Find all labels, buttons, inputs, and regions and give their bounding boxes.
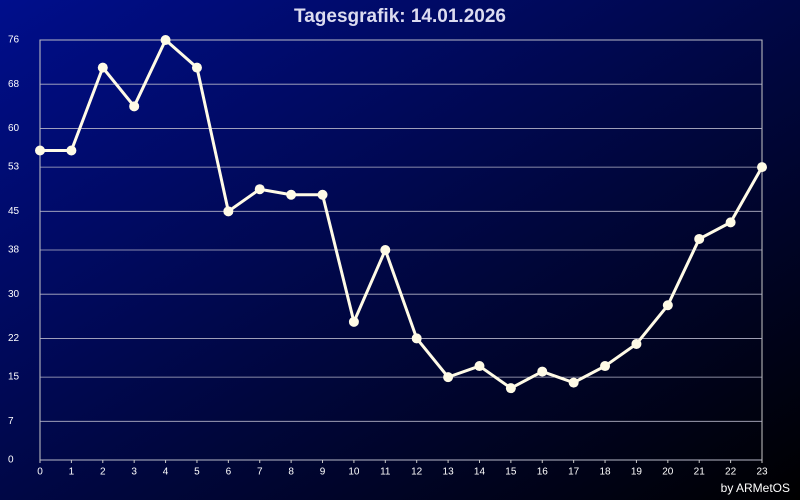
data-point (97, 62, 108, 73)
data-point (757, 162, 767, 173)
y-tick-label: 15 (8, 372, 20, 383)
data-point (505, 383, 516, 394)
x-tick-label: 20 (662, 467, 674, 478)
x-tick-label: 9 (320, 467, 326, 478)
y-tick-label: 68 (8, 79, 20, 90)
x-tick-label: 3 (131, 467, 137, 478)
data-point (129, 101, 140, 112)
data-point (380, 245, 391, 255)
x-tick-label: 6 (226, 467, 232, 478)
data-point (66, 145, 77, 156)
chart-title: Tagesgrafik: 14.01.2026 (294, 6, 506, 27)
data-point (568, 377, 579, 388)
data-point (317, 189, 328, 200)
data-point (443, 372, 454, 383)
x-tick-label: 22 (725, 467, 737, 478)
x-tick-label: 1 (69, 467, 75, 478)
x-tick-label: 4 (163, 467, 169, 478)
data-point (286, 189, 297, 200)
data-point (662, 300, 673, 311)
y-tick-label: 7 (8, 416, 14, 427)
credit: by ARMetOS (721, 481, 790, 495)
data-point (537, 366, 548, 377)
y-tick-label: 22 (8, 333, 20, 344)
y-tick-label: 30 (8, 289, 20, 300)
data-point (223, 206, 234, 217)
x-tick-label: 2 (100, 467, 106, 478)
data-point (35, 145, 45, 156)
data-point (474, 361, 485, 372)
data-point (694, 233, 705, 244)
data-point (411, 333, 422, 344)
x-tick-label: 12 (411, 467, 423, 478)
data-point (348, 316, 359, 327)
x-tick-label: 21 (694, 467, 706, 478)
x-tick-label: 14 (474, 467, 486, 478)
x-tick-label: 10 (348, 467, 360, 478)
x-tick-label: 0 (37, 467, 43, 478)
y-tick-label: 0 (8, 455, 14, 466)
x-tick-label: 11 (380, 467, 391, 478)
y-tick-label: 76 (8, 35, 20, 46)
y-tick-label: 60 (8, 123, 20, 134)
x-tick-label: 17 (568, 467, 580, 478)
x-tick-label: 18 (599, 467, 611, 478)
x-tick-label: 5 (194, 467, 200, 478)
x-tick-label: 13 (443, 467, 455, 478)
data-point (160, 35, 171, 45)
data-point (254, 184, 265, 195)
y-tick-label: 45 (8, 206, 20, 217)
x-tick-label: 15 (505, 467, 517, 478)
data-point (631, 338, 642, 349)
x-tick-label: 8 (288, 467, 294, 478)
data-point (725, 217, 736, 228)
y-tick-label: 53 (8, 162, 20, 173)
data-point (600, 361, 611, 372)
data-line (40, 38, 764, 390)
x-tick-label: 7 (257, 467, 263, 478)
x-tick-label: 23 (756, 467, 768, 478)
y-tick-label: 38 (8, 245, 20, 256)
x-tick-label: 16 (537, 467, 549, 478)
x-tick-label: 19 (631, 467, 643, 478)
data-point (191, 62, 202, 73)
